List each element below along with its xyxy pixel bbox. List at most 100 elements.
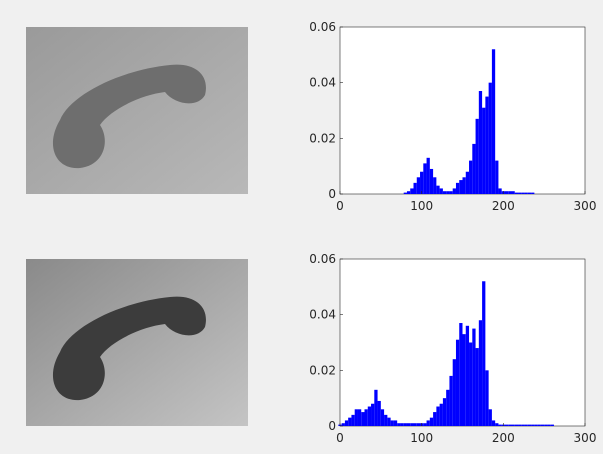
bar: [482, 281, 485, 426]
bar: [420, 172, 423, 194]
y-tick-label: 0: [328, 419, 336, 433]
bar: [400, 423, 403, 426]
bar: [453, 359, 456, 426]
x-tick-label: 300: [574, 199, 597, 213]
bar: [453, 188, 456, 194]
bar: [472, 329, 475, 426]
bar: [414, 423, 417, 426]
bar: [521, 425, 524, 426]
bar: [459, 180, 462, 194]
bar: [512, 425, 515, 426]
y-tick-label: 0: [328, 187, 336, 201]
x-tick-label: 100: [410, 199, 433, 213]
bar: [436, 186, 439, 194]
y-tick-label: 0.02: [309, 363, 336, 377]
bar: [410, 423, 413, 426]
bar: [521, 193, 524, 194]
bar: [423, 163, 426, 194]
bar: [374, 390, 377, 426]
bar: [436, 407, 439, 426]
bar: [368, 407, 371, 426]
x-tick-label: 100: [410, 431, 433, 445]
bar: [469, 161, 472, 194]
bar: [417, 177, 420, 194]
bar: [476, 348, 479, 426]
bar: [492, 420, 495, 426]
bar: [355, 409, 358, 426]
bar: [394, 420, 397, 426]
bar: [495, 161, 498, 194]
image-equalized: [26, 259, 248, 426]
bar: [551, 425, 554, 426]
bar: [466, 326, 469, 426]
plot-area: [340, 27, 585, 194]
bar: [378, 401, 381, 426]
bar: [407, 191, 410, 194]
bar: [463, 177, 466, 194]
x-tick-label: 200: [492, 199, 515, 213]
bar: [525, 193, 528, 194]
x-tick-label: 200: [492, 431, 515, 445]
bar: [342, 423, 345, 426]
bar: [528, 193, 531, 194]
bar: [430, 169, 433, 194]
x-tick-label: 300: [574, 431, 597, 445]
x-tick-label: 0: [336, 199, 344, 213]
bar: [345, 420, 348, 426]
bar: [466, 172, 469, 194]
bar: [387, 418, 390, 426]
bar: [485, 370, 488, 426]
bar: [479, 91, 482, 194]
image-original: [26, 27, 248, 194]
bar: [365, 409, 368, 426]
bar: [456, 340, 459, 426]
bar: [449, 191, 452, 194]
bar: [489, 409, 492, 426]
bar: [508, 191, 511, 194]
bar: [384, 415, 387, 426]
bar: [348, 418, 351, 426]
bar: [505, 191, 508, 194]
bar: [463, 334, 466, 426]
bar: [525, 425, 528, 426]
bar: [381, 409, 384, 426]
bar: [427, 158, 430, 194]
y-tick-label: 0.06: [309, 252, 336, 266]
bar: [371, 404, 374, 426]
bar: [518, 193, 521, 194]
bar: [505, 425, 508, 426]
bar: [404, 193, 407, 194]
bar: [485, 97, 488, 194]
bar: [547, 425, 550, 426]
bar: [358, 409, 361, 426]
bar: [440, 188, 443, 194]
bar: [407, 423, 410, 426]
bar: [430, 418, 433, 426]
bar: [515, 425, 518, 426]
bar: [440, 404, 443, 426]
bar: [515, 193, 518, 194]
bar: [489, 83, 492, 194]
y-tick-label: 0.02: [309, 131, 336, 145]
bar: [538, 425, 541, 426]
bar: [433, 177, 436, 194]
bar: [443, 191, 446, 194]
y-tick-label: 0.04: [309, 76, 336, 90]
bar: [544, 425, 547, 426]
bar: [351, 415, 354, 426]
x-tick-label: 0: [336, 431, 344, 445]
bar: [443, 398, 446, 426]
bar: [534, 425, 537, 426]
bar: [459, 323, 462, 426]
bar: [361, 412, 364, 426]
bar: [495, 423, 498, 426]
bar: [417, 423, 420, 426]
bar: [476, 119, 479, 194]
bar: [446, 191, 449, 194]
bar: [410, 188, 413, 194]
bar: [492, 49, 495, 194]
bar: [446, 390, 449, 426]
bar: [479, 320, 482, 426]
bar: [469, 343, 472, 427]
bar: [498, 188, 501, 194]
